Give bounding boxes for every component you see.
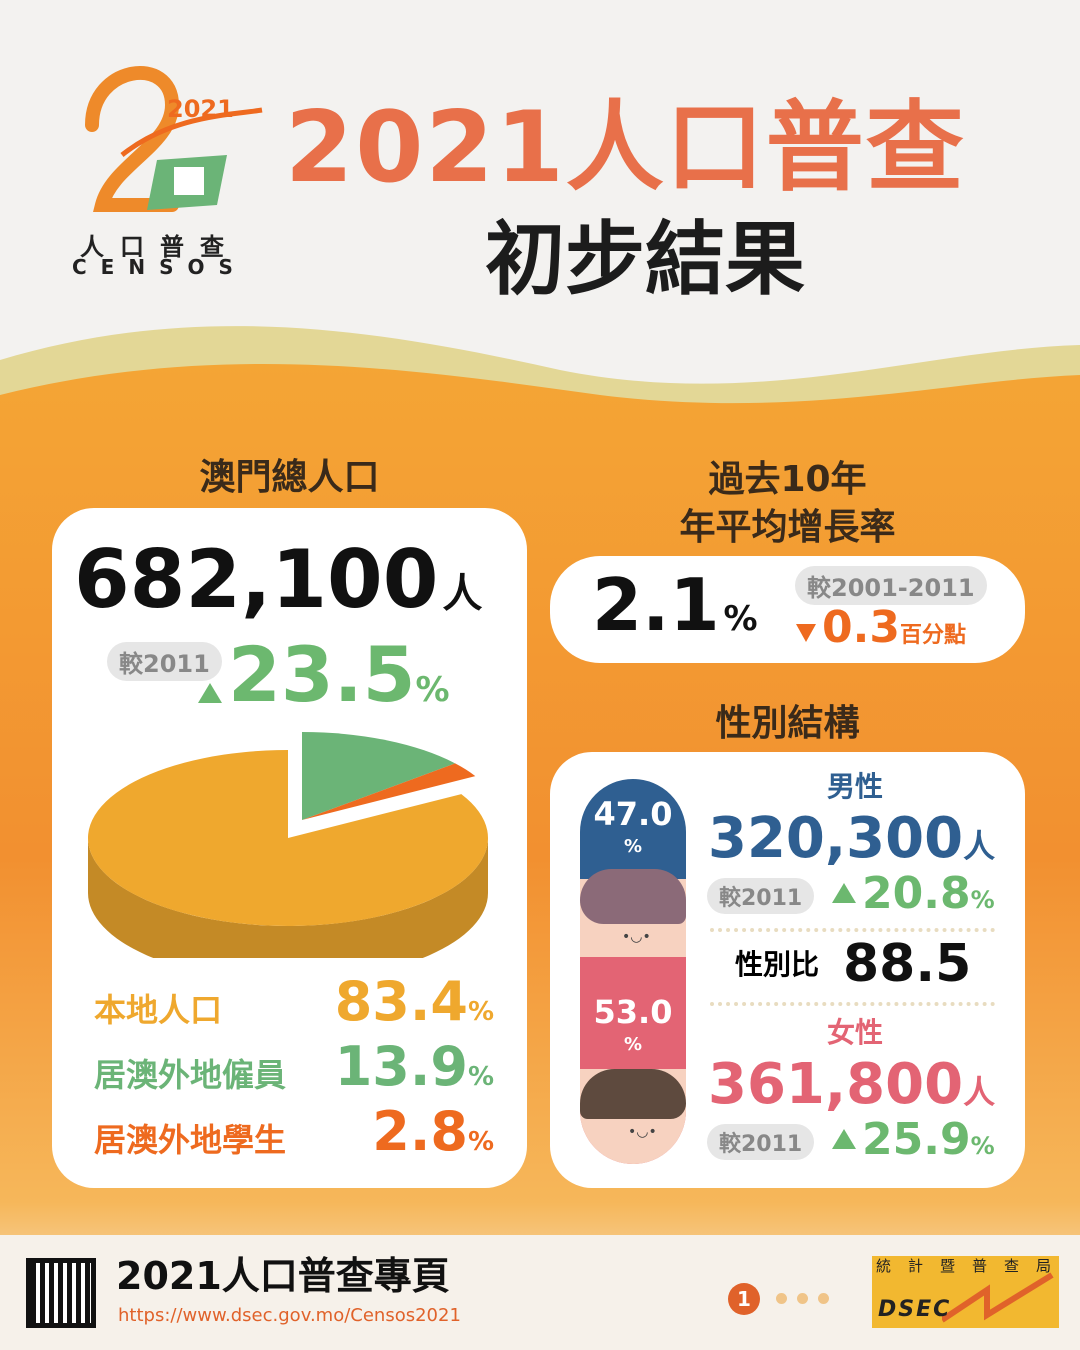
male-value: 320,300 — [708, 806, 964, 871]
growth-change: 0.3 — [822, 602, 900, 653]
page-title: 2021人口普查 — [285, 91, 966, 205]
total-population-unit: 人 — [442, 571, 483, 617]
compare-badge: 較2011 — [107, 642, 222, 681]
legend-label-students: 居澳外地學生 — [94, 1121, 287, 1159]
percent-unit: % — [467, 1127, 494, 1157]
total-population-change: 23.5 — [228, 630, 416, 719]
percent-unit: % — [467, 1062, 494, 1092]
dsec-logo: 統計暨普查局 DSEC — [872, 1256, 1059, 1328]
female-compare-badge: 較2011 — [707, 1124, 815, 1160]
page-dot[interactable] — [776, 1293, 787, 1304]
pie-slice-workers — [302, 732, 456, 820]
pie-slice-local — [87, 750, 488, 926]
up-arrow-icon — [832, 883, 856, 903]
female-change: 25.9 — [862, 1114, 971, 1165]
female-label: 女性 — [826, 1016, 883, 1049]
page-subtitle: 初步結果 — [485, 213, 805, 306]
logo-text-cn: 人口普查 — [80, 233, 240, 261]
gender-heading: 性別結構 — [715, 703, 860, 744]
female-value: 361,800 — [708, 1052, 964, 1117]
total-population-card: 682,100 人 較2011 23.5% 本地人口 83.4% 居澳外地僱員 1… — [52, 508, 527, 1188]
growth-value: 2.1 — [592, 563, 720, 647]
male-change-unit: % — [970, 886, 995, 914]
growth-change-unit: 百分點 — [899, 623, 966, 648]
legend-label-workers: 居澳外地僱員 — [94, 1056, 287, 1094]
growth-unit: % — [723, 599, 758, 639]
growth-heading-line1: 過去10年 — [708, 459, 867, 500]
up-arrow-icon — [198, 683, 222, 703]
male-compare-badge: 較2011 — [707, 878, 815, 914]
logo-text-pt: CENSOS — [72, 255, 247, 279]
pie-slice-local-side — [88, 838, 488, 958]
sex-ratio-label: 性別比 — [735, 948, 820, 981]
dsec-logo-cn: 統計暨普查局 — [876, 1257, 1069, 1275]
footer-title: 2021人口普查專頁 — [116, 1254, 450, 1298]
divider — [710, 1002, 995, 1006]
male-change: 20.8 — [862, 868, 971, 919]
gender-capsule: •◡• •◡• 47.0 % 53.0 % — [580, 779, 686, 1164]
legend-label-local: 本地人口 — [94, 991, 223, 1029]
page-dot[interactable] — [818, 1293, 829, 1304]
sex-ratio-value: 88.5 — [843, 934, 972, 994]
logo-year: 2021 — [167, 95, 234, 123]
down-arrow-icon — [796, 624, 816, 642]
female-unit: 人 — [963, 1073, 996, 1111]
change-unit: % — [415, 670, 450, 710]
female-change-unit: % — [970, 1132, 995, 1160]
male-unit: 人 — [963, 827, 996, 865]
pie-slice-students — [302, 763, 476, 820]
female-face-icon: •◡• — [580, 1069, 686, 1164]
male-share: 47.0 — [593, 795, 673, 833]
page-dot[interactable] — [797, 1293, 808, 1304]
legend-value-workers: 13.9 — [334, 1035, 468, 1098]
divider — [710, 928, 995, 932]
male-share-unit: % — [623, 836, 643, 857]
footer-url[interactable]: https://www.dsec.gov.mo/Censos2021 — [118, 1305, 461, 1326]
growth-heading-line2: 年平均增長率 — [679, 507, 896, 548]
total-population-heading: 澳門總人口 — [199, 457, 380, 498]
legend-value-local: 83.4 — [334, 970, 468, 1033]
census-logo: 2021 人口普查 CENSOS — [62, 55, 272, 285]
total-population-value: 682,100 — [74, 533, 439, 626]
growth-compare-badge: 較2001-2011 — [795, 566, 987, 605]
page-indicator-active[interactable]: 1 — [728, 1283, 760, 1315]
female-share: 53.0 — [593, 993, 673, 1031]
up-arrow-icon — [832, 1129, 856, 1149]
legend-value-students: 2.8 — [372, 1100, 468, 1163]
qr-code[interactable] — [26, 1258, 96, 1328]
population-composition-pie — [87, 732, 488, 958]
male-face-icon: •◡• — [580, 869, 686, 957]
percent-unit: % — [467, 997, 494, 1027]
female-share-unit: % — [623, 1034, 643, 1055]
dsec-logo-en: DSEC — [878, 1297, 952, 1322]
male-label: 男性 — [826, 770, 883, 803]
gender-card: •◡• •◡• 47.0 % 53.0 % 男性 320,300人 較2011 … — [550, 752, 1025, 1188]
growth-card: 2.1% 較2001-2011 0.3百分點 — [550, 556, 1025, 663]
